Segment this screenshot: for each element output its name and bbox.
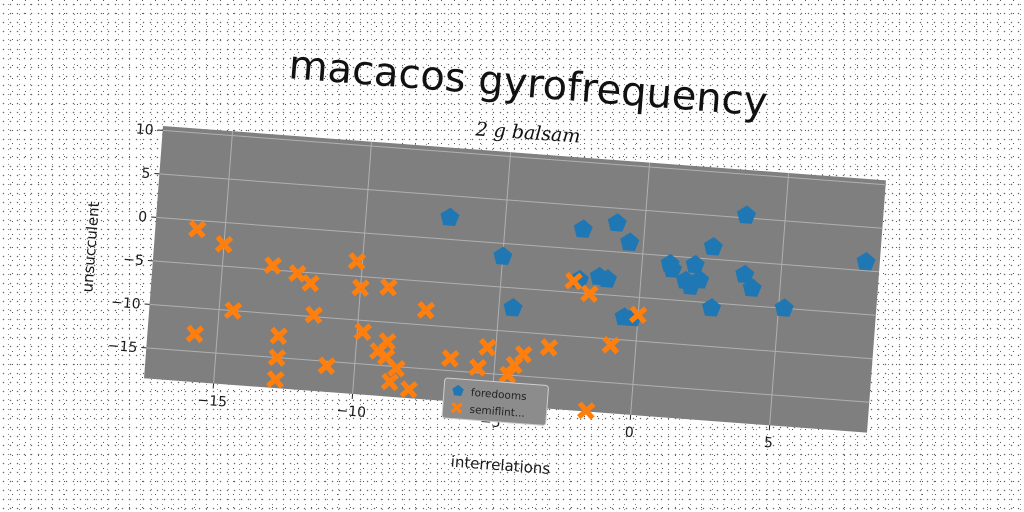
grid-line-y	[159, 173, 883, 229]
y-tick-label: −15	[107, 338, 138, 356]
data-point-foredooms	[663, 259, 683, 278]
data-point-foredooms	[685, 254, 705, 274]
grid-line-x	[630, 162, 651, 415]
data-point-semiflint	[269, 326, 288, 346]
data-point-foredooms	[573, 219, 593, 238]
y-tick-label: 0	[138, 209, 148, 226]
data-point-semiflint	[301, 273, 320, 293]
data-point-semiflint	[187, 219, 207, 239]
data-point-foredooms	[737, 205, 757, 224]
data-point-semiflint	[304, 305, 323, 325]
data-point-semiflint	[353, 322, 373, 341]
data-point-foredooms	[493, 246, 513, 266]
data-point-semiflint	[263, 256, 282, 275]
data-point-foredooms	[856, 251, 876, 271]
grid-line-y	[156, 216, 880, 273]
data-point-foredooms	[452, 384, 464, 396]
legend: foredoomssemiflint...	[441, 377, 549, 426]
data-point-semiflint	[450, 401, 463, 414]
x-tick-label: −15	[197, 392, 228, 410]
grid-line-x	[213, 131, 234, 384]
data-point-semiflint	[378, 332, 397, 351]
data-point-semiflint	[399, 380, 419, 399]
data-point-semiflint	[380, 372, 400, 392]
data-point-semiflint	[347, 252, 367, 271]
data-point-semiflint	[288, 264, 307, 283]
data-point-foredooms	[703, 237, 723, 256]
data-point-foredooms	[607, 213, 627, 232]
data-point-semiflint	[478, 338, 497, 357]
data-point-foredooms	[620, 232, 640, 251]
legend-label: foredooms	[470, 387, 527, 403]
data-point-semiflint	[267, 348, 287, 367]
data-point-semiflint	[514, 345, 533, 364]
data-point-semiflint	[441, 349, 460, 368]
data-point-semiflint	[379, 278, 398, 297]
data-point-semiflint	[468, 358, 487, 377]
chart-title: macacos gyrofrequency	[287, 42, 769, 125]
data-point-foredooms	[440, 207, 460, 227]
data-point-semiflint	[214, 235, 234, 254]
data-point-foredooms	[598, 269, 617, 288]
grid-line-y	[162, 129, 886, 186]
data-point-foredooms	[690, 270, 710, 289]
data-point-foredooms	[735, 264, 755, 284]
x-tick-label: −10	[336, 403, 367, 421]
grid-line-x	[769, 173, 790, 426]
data-point-semiflint	[580, 284, 599, 303]
data-point-semiflint	[351, 278, 370, 298]
legend-label: semiflint...	[469, 404, 525, 420]
data-point-foredooms	[742, 278, 762, 297]
data-point-semiflint	[628, 305, 648, 325]
plot-background	[144, 126, 886, 433]
x-tick-label: 5	[763, 435, 773, 452]
data-point-semiflint	[317, 356, 336, 375]
y-tick-label: −5	[123, 252, 145, 270]
chart-subtitle: 2 g balsam	[474, 118, 581, 147]
data-points	[185, 205, 876, 420]
data-point-semiflint	[387, 359, 406, 378]
data-point-foredooms	[774, 298, 794, 317]
x-axis-label: interrelations	[450, 453, 551, 478]
grid-line-x	[491, 152, 512, 405]
data-point-semiflint	[266, 370, 285, 389]
grid-line-y	[149, 303, 873, 360]
data-point-semiflint	[498, 365, 518, 385]
data-point-semiflint	[564, 271, 583, 291]
y-tick-label: −10	[110, 294, 141, 312]
data-point-semiflint	[576, 401, 596, 420]
y-tick-label: 5	[141, 166, 151, 183]
x-tick-label: 0	[624, 425, 634, 442]
data-point-semiflint	[223, 301, 243, 320]
data-point-foredooms	[702, 298, 722, 317]
data-point-semiflint	[185, 324, 205, 344]
y-axis-label: unsucculent	[78, 201, 103, 293]
data-point-semiflint	[539, 338, 559, 357]
y-tick-label: 10	[135, 121, 154, 138]
data-point-semiflint	[601, 335, 620, 355]
legend-box	[441, 377, 549, 426]
data-point-semiflint	[416, 301, 436, 320]
data-point-foredooms	[503, 298, 523, 317]
